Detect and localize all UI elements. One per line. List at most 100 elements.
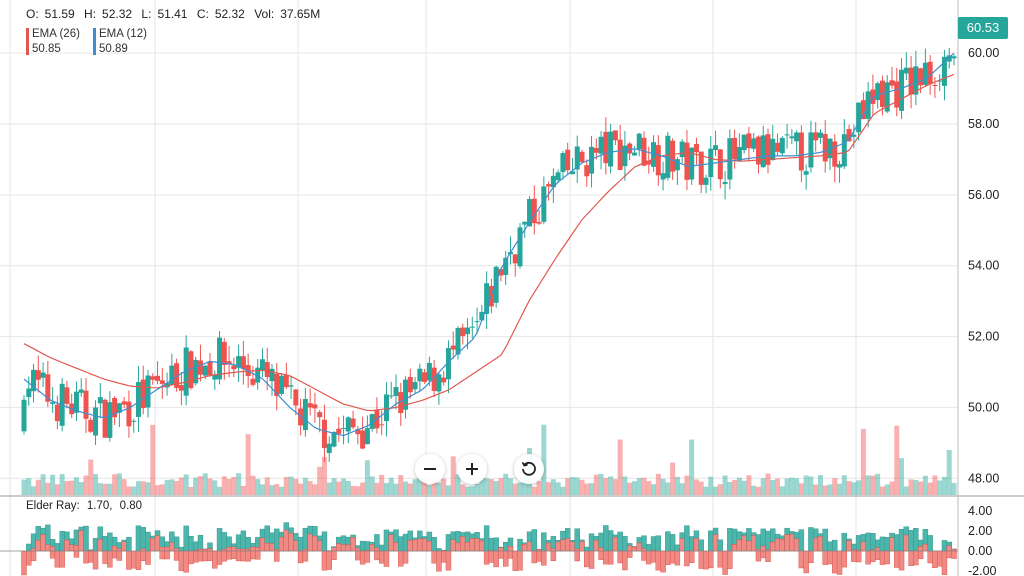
candle-body bbox=[751, 138, 757, 149]
bear-power-bar bbox=[45, 544, 51, 552]
volume-bar bbox=[717, 484, 723, 495]
elder-ray-bull-value: 1.70, bbox=[86, 500, 113, 512]
candle-body bbox=[379, 424, 385, 426]
candle-body bbox=[83, 390, 89, 419]
bear-power-bar-negative bbox=[116, 550, 123, 561]
candle-body bbox=[240, 356, 246, 370]
candle-body bbox=[54, 404, 60, 422]
volume-bar bbox=[555, 482, 561, 495]
volume-bar bbox=[169, 479, 175, 495]
volume-bar bbox=[178, 477, 184, 495]
candle-body bbox=[522, 221, 528, 225]
bear-power-bar-negative bbox=[722, 550, 728, 575]
candle-body bbox=[555, 172, 561, 181]
bear-power-bar-negative bbox=[832, 550, 838, 574]
bear-power-bar-negative bbox=[660, 550, 666, 573]
volume-bar bbox=[426, 485, 432, 495]
candle-body bbox=[851, 134, 857, 137]
bear-power-bar-negative bbox=[951, 550, 957, 559]
candle-body bbox=[941, 56, 947, 86]
candle-body bbox=[393, 387, 399, 396]
candle-body bbox=[312, 404, 318, 409]
volume-bar bbox=[50, 474, 56, 495]
zoom-in-button[interactable] bbox=[457, 454, 487, 484]
bear-power-bar-negative bbox=[212, 550, 218, 569]
candle-body bbox=[684, 142, 690, 180]
volume-bar bbox=[326, 482, 332, 495]
bull-power-bar bbox=[894, 534, 900, 552]
candle-body bbox=[212, 374, 218, 380]
volume-bar bbox=[846, 481, 852, 495]
ema26-name: EMA (26) bbox=[32, 28, 80, 40]
candle-body bbox=[121, 401, 127, 405]
ema12-name: EMA (12) bbox=[99, 28, 147, 40]
volume-bar bbox=[612, 479, 618, 495]
volume-bar bbox=[655, 473, 661, 495]
candle-body bbox=[560, 153, 566, 172]
bear-power-bar-negative bbox=[698, 550, 704, 569]
volume-bar bbox=[174, 480, 180, 495]
bull-power-bar bbox=[708, 530, 714, 552]
volume-bar bbox=[431, 478, 437, 495]
bear-power-bar-negative bbox=[808, 550, 814, 563]
bear-power-bar bbox=[336, 543, 342, 552]
bear-power-bar bbox=[555, 541, 561, 552]
price-tick-label: 58.00 bbox=[968, 117, 999, 131]
candle-body bbox=[627, 143, 633, 154]
bear-power-bar-negative bbox=[431, 550, 437, 564]
volume-bar bbox=[908, 479, 914, 495]
volume-bar bbox=[574, 477, 580, 495]
volume-bar bbox=[69, 480, 75, 495]
volume-bar bbox=[703, 486, 709, 495]
bear-power-bar-negative bbox=[827, 550, 833, 565]
volume-bar bbox=[493, 481, 499, 495]
candle-body bbox=[169, 365, 175, 385]
bear-power-bar bbox=[355, 547, 361, 552]
volume-bar bbox=[488, 479, 494, 495]
candle-body bbox=[255, 367, 261, 383]
bear-power-bar bbox=[407, 540, 414, 552]
bull-power-bar bbox=[216, 528, 223, 552]
candle-body bbox=[498, 269, 504, 276]
bull-power-bar bbox=[727, 528, 733, 552]
candle-body bbox=[45, 374, 51, 402]
bear-power-bar-negative bbox=[183, 550, 189, 573]
bear-power-bar-negative bbox=[83, 550, 89, 564]
volume-bar bbox=[131, 486, 137, 495]
bear-power-bar bbox=[345, 544, 352, 552]
bull-power-bar bbox=[92, 538, 99, 552]
volume-bar bbox=[755, 486, 761, 495]
bull-power-bar bbox=[665, 531, 671, 552]
bear-power-bar-negative bbox=[26, 550, 32, 566]
ema26-line bbox=[23, 73, 955, 412]
reset-zoom-button[interactable] bbox=[514, 454, 544, 484]
candle-body bbox=[817, 132, 823, 138]
zoom-out-button[interactable] bbox=[415, 454, 445, 484]
bear-power-bar bbox=[526, 541, 533, 552]
volume-bar bbox=[784, 478, 790, 495]
bull-power-bar bbox=[235, 534, 242, 552]
candle-body bbox=[698, 151, 704, 185]
volume-bar bbox=[546, 482, 552, 495]
price-tick-label: 56.00 bbox=[968, 188, 999, 202]
bull-power-bar bbox=[898, 529, 905, 552]
volume-bar bbox=[88, 459, 94, 495]
bull-power-bar bbox=[107, 532, 113, 552]
volume-bar bbox=[693, 479, 699, 495]
candle-body bbox=[407, 376, 413, 393]
volume-bar bbox=[589, 483, 595, 495]
volume-bar bbox=[927, 482, 933, 495]
volume-bar bbox=[64, 481, 70, 495]
bear-power-bar-negative bbox=[402, 550, 409, 564]
candle-body bbox=[569, 171, 575, 175]
candle-body bbox=[484, 283, 490, 314]
candle-body bbox=[808, 132, 814, 168]
bear-power-bar bbox=[350, 537, 356, 552]
volume-bar bbox=[250, 475, 256, 495]
candle-body bbox=[870, 89, 876, 104]
bull-power-bar bbox=[870, 533, 876, 552]
bear-power-bar-negative bbox=[440, 550, 447, 563]
bull-power-bar bbox=[54, 543, 61, 552]
volume-bar bbox=[670, 462, 676, 495]
